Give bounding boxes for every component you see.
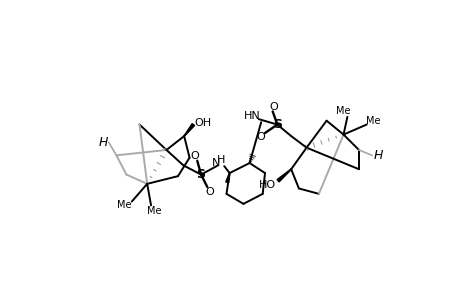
Text: H: H — [373, 149, 382, 162]
Text: Me: Me — [146, 206, 161, 216]
Text: O: O — [269, 102, 278, 112]
Text: O: O — [205, 187, 213, 197]
Text: OH: OH — [194, 118, 211, 128]
Text: S: S — [272, 118, 281, 131]
Text: O: O — [190, 151, 199, 161]
Text: HN: HN — [244, 111, 261, 121]
Text: H: H — [98, 136, 108, 149]
Text: N: N — [211, 158, 219, 168]
Text: O: O — [256, 132, 264, 142]
Polygon shape — [276, 169, 291, 182]
Text: Me: Me — [117, 200, 131, 210]
Text: S: S — [196, 168, 205, 181]
Polygon shape — [184, 124, 194, 136]
Text: Me: Me — [336, 106, 350, 116]
Text: Me: Me — [365, 116, 379, 126]
Polygon shape — [225, 173, 230, 183]
Text: HO: HO — [258, 180, 275, 190]
Text: H: H — [217, 155, 225, 165]
